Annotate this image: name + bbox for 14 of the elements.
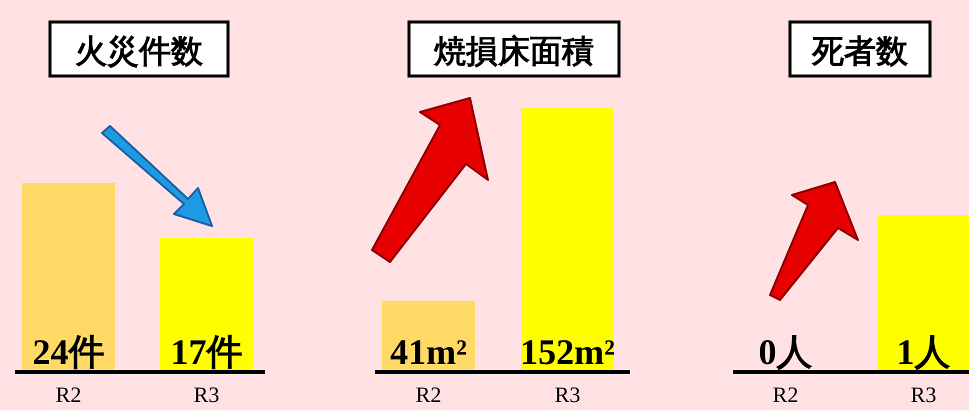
data-label: 0人 [758, 332, 812, 372]
data-label: 24件 [32, 332, 104, 372]
x-tick-label: R2 [56, 382, 82, 407]
data-label: 1人 [896, 332, 950, 372]
x-tick-label: R2 [772, 382, 798, 407]
chart-title: 火災件数 [75, 32, 204, 70]
x-tick-label: R3 [194, 382, 220, 407]
x-tick-label: R3 [554, 382, 580, 407]
data-label: 17件 [170, 332, 242, 372]
x-tick-label: R3 [910, 382, 936, 407]
data-label: 41m² [390, 332, 467, 372]
chart-title: 焼損床面積 [433, 32, 594, 70]
chart-title: 死者数 [811, 32, 909, 70]
x-tick-label: R2 [416, 382, 442, 407]
